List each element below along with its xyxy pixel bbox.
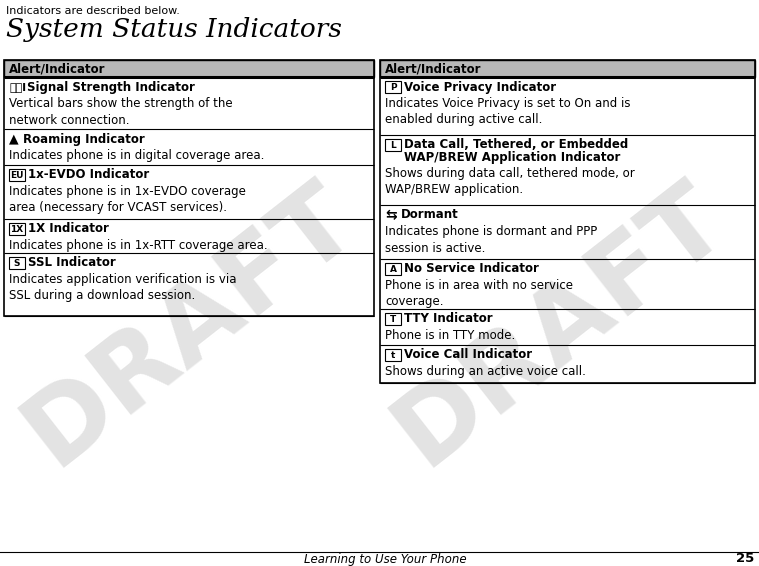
Text: No Service Indicator: No Service Indicator [404,263,539,276]
Text: ֞⁩l: ֞⁩l [9,82,26,92]
Bar [380,60,755,77]
Text: A: A [389,264,396,273]
Text: SSL Indicator: SSL Indicator [28,256,116,269]
Text: Alert/Indicator: Alert/Indicator [9,62,106,75]
Text: Voice Call Indicator: Voice Call Indicator [404,349,532,362]
Text: Indicates application verification is via
SSL during a download session.: Indicates application verification is vi… [9,273,237,302]
Bar [385,313,401,325]
Text: Alert/Indicator: Alert/Indicator [385,62,481,75]
Text: 1X: 1X [11,225,24,234]
Text: System Status Indicators: System Status Indicators [6,17,342,42]
Text: Learning to Use Your Phone: Learning to Use Your Phone [304,552,466,565]
Text: ⇆: ⇆ [385,208,397,222]
Text: EU: EU [11,170,24,179]
Text: Roaming Indicator: Roaming Indicator [23,132,145,145]
Text: 1X Indicator: 1X Indicator [28,222,109,235]
Text: Shows during an active voice call.: Shows during an active voice call. [385,365,586,378]
Bar [385,349,401,361]
Text: Data Call, Tethered, or Embedded: Data Call, Tethered, or Embedded [404,139,628,152]
Text: Indicates Voice Privacy is set to On and is
enabled during active call.: Indicates Voice Privacy is set to On and… [385,97,631,126]
Bar [4,60,374,77]
Text: DRAFT: DRAFT [376,166,745,486]
Text: Indicates phone is in 1x-RTT coverage area.: Indicates phone is in 1x-RTT coverage ar… [9,239,268,252]
Text: Phone is in area with no service
coverage.: Phone is in area with no service coverag… [385,279,573,308]
Bar [380,60,755,383]
Bar [385,81,401,93]
Text: TTY Indicator: TTY Indicator [404,312,493,325]
Text: S: S [14,259,20,268]
Text: Indicates phone is dormant and PPP
session is active.: Indicates phone is dormant and PPP sessi… [385,225,597,255]
Text: Shows during data call, tethered mode, or
WAP/BREW application.: Shows during data call, tethered mode, o… [385,167,635,196]
Bar [385,263,401,275]
Text: ▲: ▲ [9,132,19,145]
Text: Indicates phone is in digital coverage area.: Indicates phone is in digital coverage a… [9,149,264,162]
Text: P: P [389,83,396,92]
Text: DRAFT: DRAFT [5,166,374,486]
Bar [385,139,401,151]
Text: Phone is in TTY mode.: Phone is in TTY mode. [385,329,515,342]
Text: Vertical bars show the strength of the
network connection.: Vertical bars show the strength of the n… [9,97,232,126]
Text: Dormant: Dormant [401,208,458,221]
Text: Voice Privacy Indicator: Voice Privacy Indicator [404,80,556,93]
Bar [9,223,25,235]
Text: 25: 25 [736,552,754,565]
Text: t: t [391,350,395,359]
Text: Indicates phone is in 1x-EVDO coverage
area (necessary for VCAST services).: Indicates phone is in 1x-EVDO coverage a… [9,185,246,215]
Bar [9,257,25,269]
Text: Signal Strength Indicator: Signal Strength Indicator [27,80,195,93]
Text: 1x-EVDO Indicator: 1x-EVDO Indicator [28,169,150,182]
Bar [4,60,374,316]
Text: Indicators are described below.: Indicators are described below. [6,6,180,16]
Text: WAP/BREW Application Indicator: WAP/BREW Application Indicator [404,151,620,164]
Text: T: T [390,315,396,324]
Text: L: L [390,140,396,149]
Bar [9,169,25,181]
